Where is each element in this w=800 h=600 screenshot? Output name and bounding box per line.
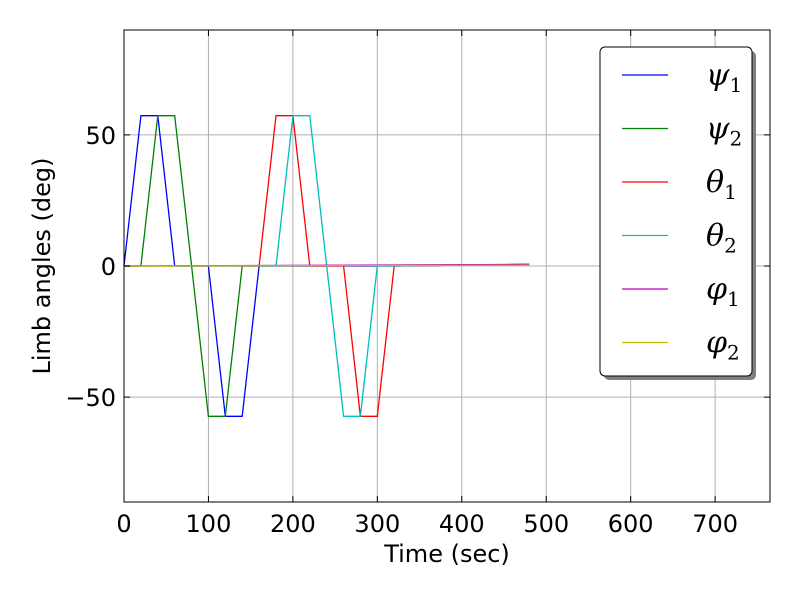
x-tick-label: 500: [523, 510, 569, 538]
x-tick-label: 600: [608, 510, 654, 538]
y-axis-label: Limb angles (deg): [28, 158, 56, 375]
x-tick-label: 0: [116, 510, 131, 538]
x-tick-label: 300: [354, 510, 400, 538]
legend-box: [599, 46, 753, 377]
tick-labels: 0 100 200 300 400 500 600 700 −50 0 50: [65, 122, 738, 538]
series-line-φ2: [123, 264, 530, 267]
series-lines: [123, 115, 530, 417]
x-tick-label: 700: [692, 510, 738, 538]
y-tick-label: −50: [65, 384, 116, 412]
axis-ticks: [123, 30, 770, 502]
x-tick-label: 400: [439, 510, 485, 538]
x-axis-label: Time (sec): [383, 540, 510, 568]
y-tick-label: 0: [101, 253, 116, 281]
y-tick-label: 50: [85, 122, 116, 150]
x-tick-label: 100: [186, 510, 232, 538]
x-tick-label: 200: [270, 510, 316, 538]
